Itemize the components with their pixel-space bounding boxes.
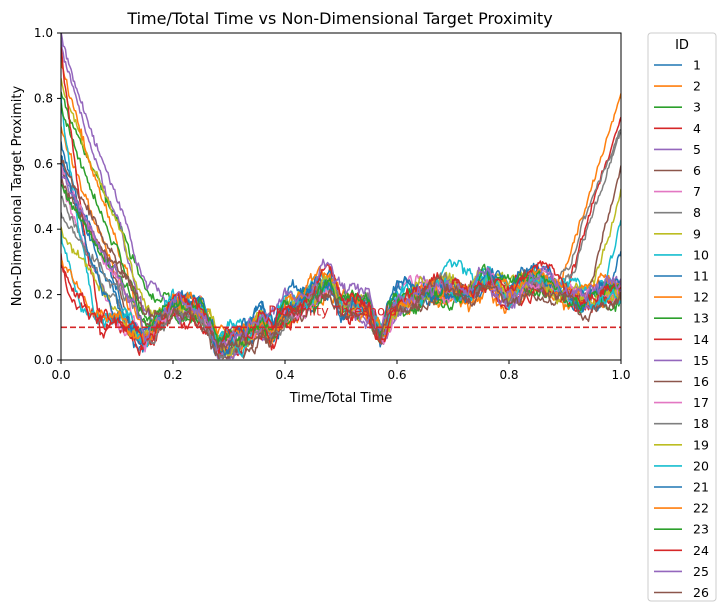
legend: ID 1234567891011121314151617181920212223… <box>647 32 717 602</box>
y-axis: 0.0 0.2 0.4 0.6 0.8 1.0 <box>34 26 61 367</box>
legend-label-15: 15 <box>693 353 709 368</box>
legend-label-12: 12 <box>693 290 709 305</box>
legend-title: ID <box>675 38 689 53</box>
legend-label-23: 23 <box>693 522 709 537</box>
legend-label-5: 5 <box>693 142 701 157</box>
threshold-layer: Proximity Threshold <box>61 304 621 329</box>
series-layer <box>61 33 621 360</box>
legend-label-10: 10 <box>693 247 709 262</box>
x-tick-label: 0.2 <box>163 368 182 382</box>
legend-label-14: 14 <box>693 332 709 347</box>
y-tick-label: 0.2 <box>34 288 53 302</box>
y-axis-label: Non-Dimensional Target Proximity <box>10 86 25 307</box>
legend-label-16: 16 <box>693 374 709 389</box>
legend-label-4: 4 <box>693 121 701 136</box>
x-axis-label: Time/Total Time <box>289 391 393 406</box>
legend-label-13: 13 <box>693 311 709 326</box>
y-tick-label: 1.0 <box>34 26 53 40</box>
legend-label-7: 7 <box>693 184 701 199</box>
legend-label-17: 17 <box>693 395 709 410</box>
x-tick-label: 0.8 <box>499 368 518 382</box>
legend-frame <box>647 32 717 602</box>
legend-label-11: 11 <box>693 269 709 284</box>
legend-label-8: 8 <box>693 205 701 220</box>
x-tick-label: 0.6 <box>387 368 406 382</box>
legend-label-1: 1 <box>693 58 701 73</box>
legend-label-3: 3 <box>693 100 701 115</box>
threshold-label: Proximity Threshold <box>268 304 397 319</box>
y-tick-label: 0.4 <box>34 222 53 236</box>
legend-label-22: 22 <box>693 501 709 516</box>
legend-label-19: 19 <box>693 437 709 452</box>
y-tick-label: 0.0 <box>34 353 53 367</box>
series-line-24 <box>61 260 621 354</box>
series-line-25 <box>61 167 621 350</box>
legend-label-6: 6 <box>693 163 701 178</box>
legend-label-20: 20 <box>693 458 709 473</box>
x-tick-label: 0.4 <box>275 368 294 382</box>
legend-label-25: 25 <box>693 564 709 579</box>
legend-label-2: 2 <box>693 79 701 94</box>
series-line-26 <box>61 158 621 352</box>
x-tick-label: 0.0 <box>51 368 70 382</box>
x-tick-label: 1.0 <box>611 368 630 382</box>
legend-label-21: 21 <box>693 480 709 495</box>
legend-label-26: 26 <box>693 585 709 600</box>
chart-title: Time/Total Time vs Non-Dimensional Targe… <box>126 9 552 28</box>
plot-frame <box>60 32 622 361</box>
legend-label-18: 18 <box>693 416 709 431</box>
y-tick-label: 0.6 <box>34 157 53 171</box>
legend-label-9: 9 <box>693 226 701 241</box>
legend-label-24: 24 <box>693 543 709 558</box>
x-axis: 0.0 0.2 0.4 0.6 0.8 1.0 <box>51 360 631 382</box>
series-line-23 <box>61 183 621 348</box>
y-tick-label: 0.8 <box>34 91 53 105</box>
